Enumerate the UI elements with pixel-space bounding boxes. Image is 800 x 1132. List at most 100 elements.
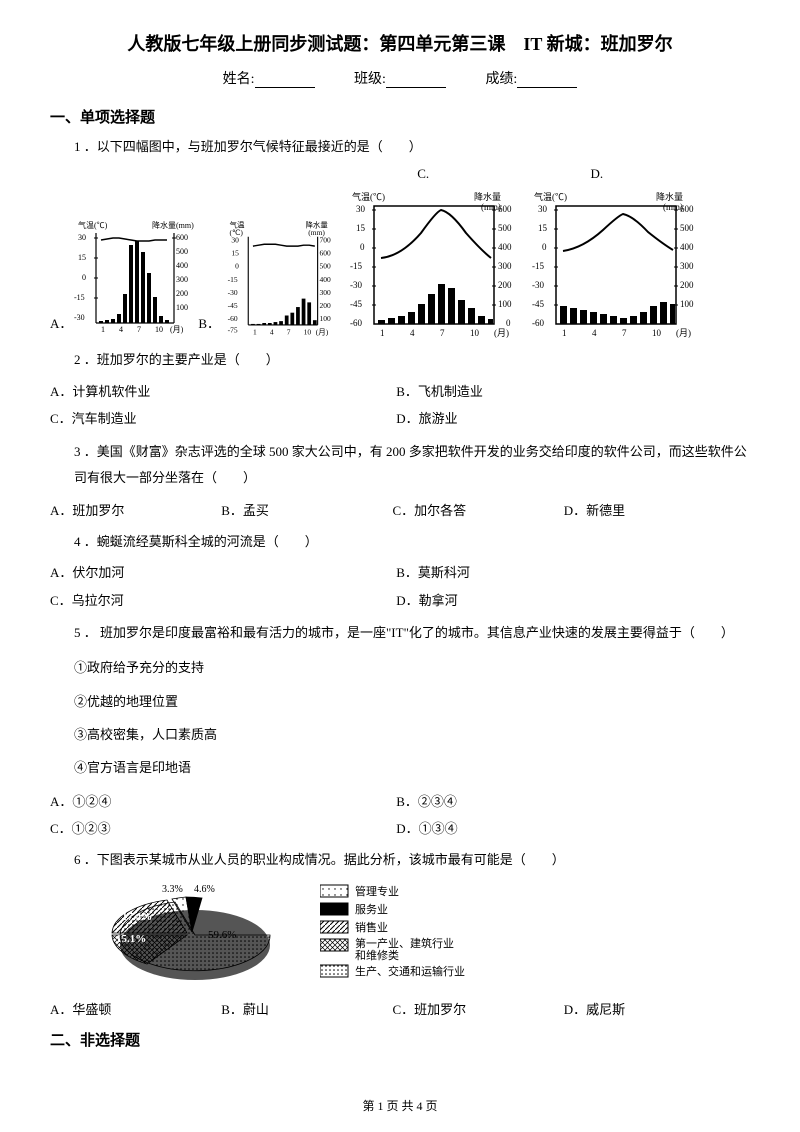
svg-text:10: 10 — [470, 328, 480, 338]
climate-chart-b: 气温(℃) 降水量(mm) 30 15 0 -15 -30 -45 -60 -7… — [222, 218, 342, 338]
svg-text:500: 500 — [680, 223, 694, 233]
q5-i4: ④官方语言是印地语 — [74, 756, 750, 779]
q5-options-1: A．①②④ B．②③④ — [50, 790, 750, 813]
q6-pie-section: 3.3% 4.6% 17.4% 15.1% 59.6% 管理专业 服务业 销售业… — [90, 880, 750, 990]
svg-text:-30: -30 — [228, 288, 238, 297]
q4-text: 4 ．蜿蜒流经莫斯科全城的河流是（ ） — [74, 530, 750, 553]
q4-b[interactable]: B．莫斯科河 — [396, 561, 739, 584]
svg-text:-60: -60 — [228, 315, 238, 324]
q5-text: 5 ． 班加罗尔是印度最富裕和最有活力的城市，是一座"IT"化了的城市。其信息产… — [74, 620, 750, 646]
svg-text:4: 4 — [410, 328, 415, 338]
svg-text:7: 7 — [440, 328, 445, 338]
svg-text:0: 0 — [82, 273, 86, 282]
q6-b[interactable]: B．蔚山 — [221, 998, 389, 1021]
svg-text:-60: -60 — [350, 318, 362, 328]
svg-text:0: 0 — [235, 262, 239, 271]
svg-text:1: 1 — [101, 325, 105, 334]
svg-text:10: 10 — [155, 325, 163, 334]
climate-charts-row: A． 气温(℃) 降水量(mm) 30 15 0 -15 -30 600 500… — [50, 188, 750, 338]
svg-text:-15: -15 — [532, 261, 544, 271]
score-blank[interactable] — [517, 74, 577, 88]
q1-text: 1 ．以下四幅图中，与班加罗尔气候特征最接近的是（ ） — [74, 135, 750, 158]
svg-text:-45: -45 — [350, 299, 362, 309]
svg-text:500: 500 — [176, 247, 188, 256]
svg-text:200: 200 — [498, 280, 512, 290]
q6-c[interactable]: C．班加罗尔 — [393, 998, 561, 1021]
svg-text:4: 4 — [592, 328, 597, 338]
svg-text:700: 700 — [320, 236, 332, 245]
q6-a[interactable]: A．华盛顿 — [50, 998, 218, 1021]
class-blank[interactable] — [386, 74, 446, 88]
q2-c[interactable]: C．汽车制造业 — [50, 407, 393, 430]
svg-text:200: 200 — [176, 289, 188, 298]
pie-label-3.3: 3.3% — [162, 884, 183, 895]
svg-text:(月): (月) — [676, 328, 691, 338]
q4-c[interactable]: C．乌拉尔河 — [50, 589, 393, 612]
svg-text:10: 10 — [304, 328, 312, 337]
svg-text:-15: -15 — [74, 293, 85, 302]
q3-a[interactable]: A．班加罗尔 — [50, 499, 218, 522]
q3-options: A．班加罗尔 B．孟买 C．加尔各答 D．新德里 — [50, 499, 750, 522]
q4-options-2: C．乌拉尔河 D．勒拿河 — [50, 589, 750, 612]
svg-text:200: 200 — [680, 280, 694, 290]
q2-a[interactable]: A．计算机软件业 — [50, 380, 393, 403]
svg-text:(月): (月) — [170, 325, 184, 334]
class-label: 班级: — [354, 72, 386, 87]
q4-d[interactable]: D．勒拿河 — [396, 589, 739, 612]
q3-d[interactable]: D．新德里 — [564, 499, 732, 522]
svg-text:降水量: 降水量 — [474, 191, 501, 202]
q5-a[interactable]: A．①②④ — [50, 790, 393, 813]
svg-text:30: 30 — [356, 204, 366, 214]
q3-c[interactable]: C．加尔各答 — [393, 499, 561, 522]
q6-text: 6 ．下图表示某城市从业人员的职业构成情况。据此分析，该城市最有可能是（ ） — [74, 848, 750, 871]
svg-text:100: 100 — [176, 303, 188, 312]
climate-chart-d: 气温(℃) 降水量(mm) 30 15 0 -15 -30 -45 -60 60… — [528, 188, 706, 338]
legend-2: 服务业 — [355, 903, 388, 916]
svg-text:7: 7 — [622, 328, 627, 338]
q1-a-label: A． — [50, 313, 72, 338]
svg-text:30: 30 — [231, 236, 239, 245]
svg-text:1: 1 — [380, 328, 385, 338]
q3-b[interactable]: B．孟买 — [221, 499, 389, 522]
legend-5: 生产、交通和运输行业 — [355, 964, 465, 978]
svg-text:-60: -60 — [532, 318, 544, 328]
legend-4a: 第一产业、建筑行业 — [355, 936, 454, 950]
q2-d[interactable]: D．旅游业 — [396, 407, 739, 430]
svg-text:10: 10 — [652, 328, 662, 338]
svg-text:4: 4 — [270, 328, 274, 337]
svg-text:7: 7 — [287, 328, 291, 337]
q5-i3: ③高校密集，人口素质高 — [74, 723, 750, 746]
legend-4b: 和维修类 — [355, 948, 399, 962]
q5-d[interactable]: D．①③④ — [396, 817, 739, 840]
svg-text:-75: -75 — [228, 326, 238, 335]
q2-text: 2 ．班加罗尔的主要产业是（ ） — [74, 348, 750, 371]
svg-text:300: 300 — [498, 261, 512, 271]
q1-cd-labels: C. D. — [74, 166, 750, 182]
svg-text:500: 500 — [498, 223, 512, 233]
page-footer: 第 1 页 共 4 页 — [0, 1097, 800, 1114]
svg-text:600: 600 — [320, 249, 332, 258]
q1-d-label: D. — [591, 166, 604, 182]
svg-text:7: 7 — [137, 325, 141, 334]
climate-chart-a: 气温(℃) 降水量(mm) 30 15 0 -15 -30 600 500 40… — [74, 218, 194, 338]
q2-b[interactable]: B．飞机制造业 — [396, 380, 739, 403]
svg-text:1: 1 — [253, 328, 257, 337]
svg-text:30: 30 — [78, 233, 86, 242]
q5-c[interactable]: C．①②③ — [50, 817, 393, 840]
q6-options: A．华盛顿 B．蔚山 C．班加罗尔 D．威尼斯 — [50, 998, 750, 1021]
name-blank[interactable] — [255, 74, 315, 88]
score-label: 成绩: — [485, 72, 517, 87]
svg-text:-30: -30 — [532, 280, 544, 290]
q5-b[interactable]: B．②③④ — [396, 790, 739, 813]
svg-text:400: 400 — [320, 275, 332, 284]
q2-options-2: C．汽车制造业 D．旅游业 — [50, 407, 750, 430]
svg-text:100: 100 — [320, 315, 332, 324]
q4-a[interactable]: A．伏尔加河 — [50, 561, 393, 584]
svg-text:300: 300 — [320, 288, 332, 297]
svg-text:15: 15 — [78, 253, 86, 262]
q6-d[interactable]: D．威尼斯 — [564, 998, 732, 1021]
svg-text:400: 400 — [680, 242, 694, 252]
pie-label-59.6: 59.6% — [208, 929, 236, 941]
svg-text:300: 300 — [680, 261, 694, 271]
legend-1: 管理专业 — [355, 884, 399, 898]
